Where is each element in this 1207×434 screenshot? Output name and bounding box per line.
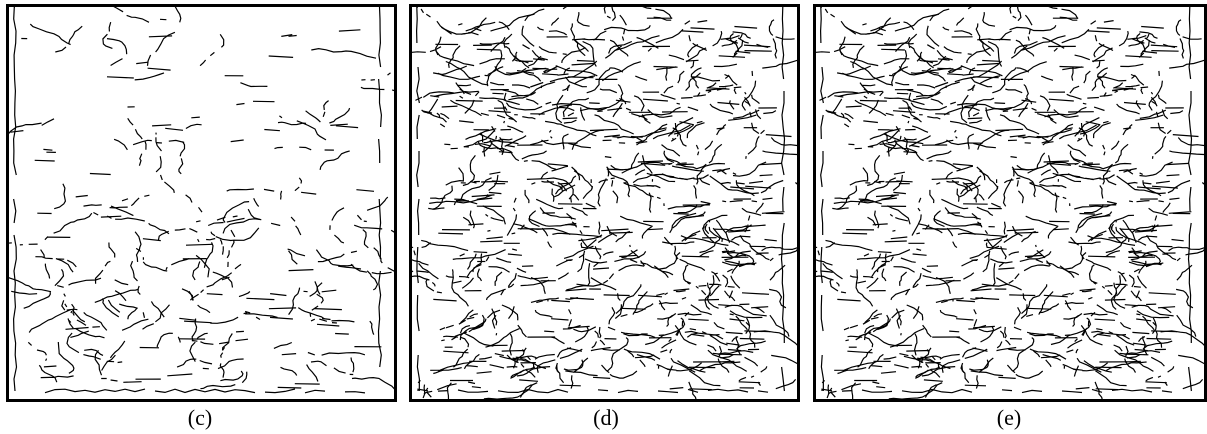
caption-e: (e) (996, 405, 1022, 430)
edge-map-panel-e (813, 4, 1207, 402)
caption-c: (c) (187, 405, 213, 430)
edge-map-e (816, 7, 1204, 399)
edge-map-d (412, 7, 797, 399)
caption-d: (d) (593, 405, 619, 430)
edge-map-c (9, 7, 394, 399)
edge-map-panel-d (409, 4, 800, 402)
edge-lines (9, 7, 394, 395)
edge-lines (816, 7, 1204, 399)
edge-map-panel-c (6, 4, 397, 402)
edge-lines (412, 7, 797, 399)
